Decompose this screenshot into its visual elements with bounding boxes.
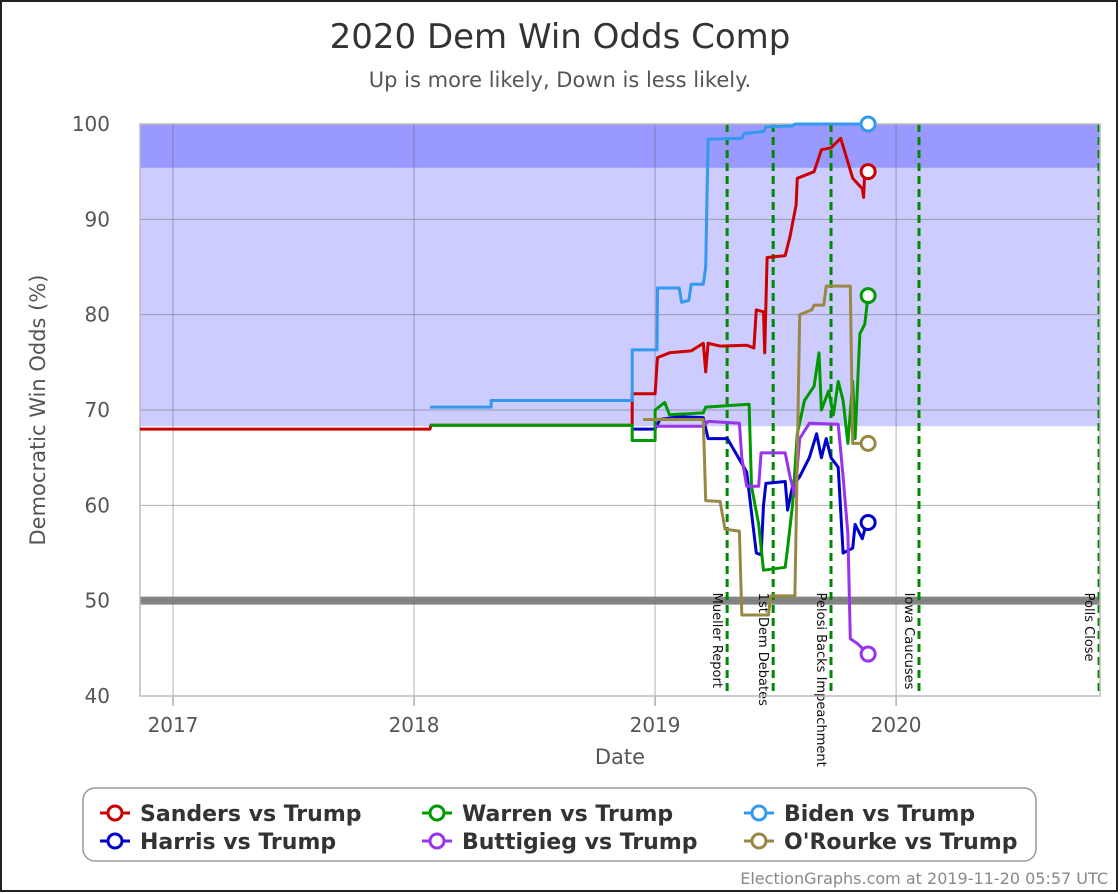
plot-border: [139, 123, 1101, 697]
end-marker: [859, 513, 877, 531]
legend-label: Sanders vs Trump: [140, 802, 362, 827]
y-tick-label: 80: [85, 303, 110, 327]
series-line: [643, 284, 869, 617]
x-tick-label: 2018: [389, 713, 440, 737]
legend-swatch: [106, 832, 124, 850]
event-label: 1st Dem Debates: [755, 593, 770, 706]
y-tick-label: 40: [85, 684, 110, 708]
event-label: Iowa Caucuses: [901, 593, 916, 690]
y-tick-label: 90: [85, 207, 110, 231]
x-tick-label: 2019: [630, 713, 681, 737]
series-line: [140, 136, 869, 431]
confidence-band: [140, 124, 1100, 168]
legend-label: Buttigieg vs Trump: [462, 830, 698, 855]
end-marker: [859, 434, 877, 452]
plot-area: 40 50 60 70 80 90 100 2017 2018 2019 2020 Mueller R…: [72, 112, 1101, 767]
end-marker: [859, 287, 877, 305]
end-marker: [859, 115, 877, 133]
footer: ElectionGraphs.com at 2019-11-20 05:57 U…: [740, 869, 1108, 888]
end-marker: [859, 645, 877, 663]
confidence-band: [140, 167, 1100, 427]
y-tick-label: 50: [85, 589, 110, 613]
legend-swatch: [106, 804, 124, 822]
legend-label: O'Rourke vs Trump: [784, 830, 1018, 855]
x-tick-label: 2017: [148, 713, 199, 737]
event-label: Pelosi Backs Impeachment: [813, 593, 828, 767]
legend-swatch: [428, 832, 446, 850]
series-line: [430, 295, 870, 572]
y-axis-label: Democratic Win Odds (%): [26, 274, 50, 545]
end-marker: [859, 163, 877, 181]
chart-title: 2020 Dem Win Odds Comp: [330, 17, 791, 57]
x-axis-label: Date: [595, 745, 645, 769]
legend-swatch: [750, 832, 768, 850]
legend-label: Harris vs Trump: [140, 830, 336, 855]
y-tick-label: 100: [72, 112, 110, 136]
chart-subtitle: Up is more likely, Down is less likely.: [369, 68, 751, 92]
legend-swatch: [750, 804, 768, 822]
event-label: Mueller Report: [709, 593, 724, 688]
series-line: [655, 419, 870, 656]
y-tick-label: 60: [85, 493, 110, 517]
x-tick-label: 2020: [871, 713, 922, 737]
legend-label: Warren vs Trump: [462, 802, 673, 827]
event-label: Polls Close: [1081, 593, 1096, 662]
legend-box: [82, 787, 1037, 862]
legend-label: Biden vs Trump: [784, 802, 975, 827]
series-line: [430, 122, 869, 409]
y-tick-label: 70: [85, 398, 110, 422]
legend-swatch: [428, 804, 446, 822]
